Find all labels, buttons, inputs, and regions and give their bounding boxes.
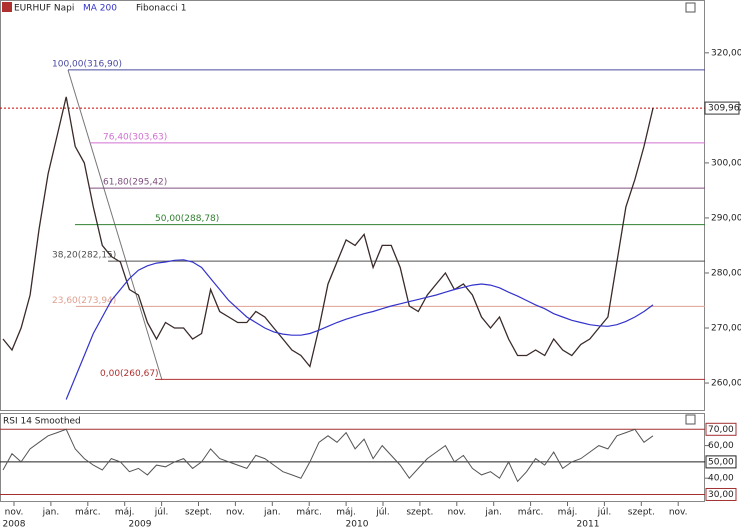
fib-label: 100,00(316,90): [52, 59, 122, 69]
x-tick-label: jan.: [42, 508, 60, 518]
x-tick-label: márc.: [296, 508, 322, 518]
fib-label: 61,80(295,42): [103, 178, 167, 188]
x-tick-label: máj.: [115, 508, 135, 518]
rsi-tick-box: [705, 422, 737, 436]
price-panel: [0, 0, 705, 411]
rsi-tick-box: [705, 455, 737, 469]
x-tick-label: nov.: [669, 508, 688, 518]
fib-label: 0,00(260,67): [100, 369, 159, 379]
x-tick-label: júl.: [154, 508, 169, 518]
y-tick-label: 300,00: [711, 158, 741, 168]
indicator[interactable]: MA 200: [83, 4, 117, 14]
year-label: 2008: [3, 520, 26, 530]
x-tick-label: nov.: [447, 508, 466, 518]
year-label: 2009: [129, 520, 152, 530]
x-tick-label: márc.: [75, 508, 101, 518]
rsi-tick-label: 40,00: [708, 474, 734, 484]
year-label: 2010: [346, 520, 369, 530]
fx-icon: [2, 2, 12, 12]
x-tick-label: máj.: [558, 508, 578, 518]
y-tick-label: 280,00: [711, 268, 741, 278]
x-tick-label: jan.: [263, 508, 281, 518]
rsi-tick-label: 60,00: [708, 441, 734, 451]
price-line: [65, 259, 654, 400]
x-tick-label: szept.: [185, 508, 212, 518]
tool[interactable]: Fibonacci 1: [136, 4, 186, 14]
rsi-tick-label: 30,00: [708, 490, 734, 500]
x-tick-label: szept.: [406, 508, 433, 518]
rsi-tick-box: [705, 487, 737, 501]
symbol[interactable]: EURHUF Napi: [14, 4, 74, 14]
rsi-line: [2, 428, 654, 483]
y-tick-label: 260,00: [711, 379, 741, 389]
x-tick-label: júl.: [597, 508, 612, 518]
x-tick-label: jan.: [484, 508, 502, 518]
y-tick-label: 320,00: [711, 48, 741, 58]
rsi-tick-label: 70,00: [708, 425, 734, 435]
x-tick-label: júl.: [375, 508, 390, 518]
maximize-button[interactable]: [685, 2, 696, 13]
price-line: [2, 96, 654, 368]
fib-label: 38,20(282,15): [52, 251, 116, 261]
x-tick-label: nov.: [5, 508, 24, 518]
last-price-box: [704, 101, 740, 115]
rsi-tick-label: 50,00: [708, 457, 734, 467]
fib-label: 76,40(303,63): [103, 132, 167, 142]
fib-label: 23,60(273,94): [52, 296, 116, 306]
maximize-button[interactable]: [685, 414, 696, 425]
y-tick-label: 290,00: [711, 213, 741, 223]
rsi-title[interactable]: RSI 14 Smoothed: [3, 417, 81, 427]
last-price-label: 309,96: [708, 104, 740, 114]
x-tick-label: nov.: [226, 508, 245, 518]
x-tick-label: márc.: [518, 508, 544, 518]
rsi-panel: [0, 413, 705, 502]
y-tick-label: 270,00: [711, 324, 741, 334]
x-tick-label: szept.: [628, 508, 655, 518]
year-label: 2011: [577, 520, 600, 530]
fib-label: 50,00(288,78): [155, 214, 219, 224]
x-tick-label: máj.: [336, 508, 356, 518]
